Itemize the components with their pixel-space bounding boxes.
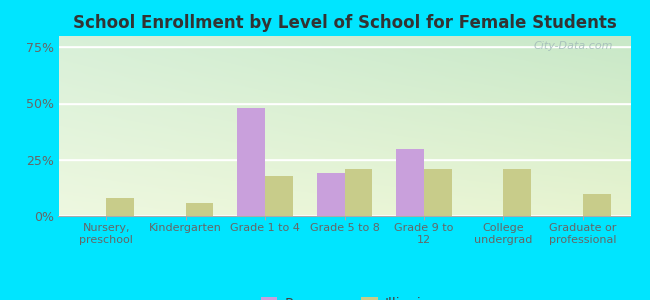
Bar	[265, 176, 293, 216]
Title: School Enrollment by Level of School for Female Students: School Enrollment by Level of School for…	[73, 14, 616, 32]
Bar	[237, 108, 265, 216]
Legend: Ransom, Illinois: Ransom, Illinois	[255, 291, 434, 300]
Bar	[106, 198, 134, 216]
Bar	[317, 173, 345, 216]
Text: City-Data.com: City-Data.com	[534, 41, 614, 51]
Bar	[344, 169, 372, 216]
Bar	[424, 169, 452, 216]
Bar	[396, 148, 424, 216]
Bar	[503, 169, 531, 216]
Bar	[583, 194, 610, 216]
Bar	[186, 202, 213, 216]
